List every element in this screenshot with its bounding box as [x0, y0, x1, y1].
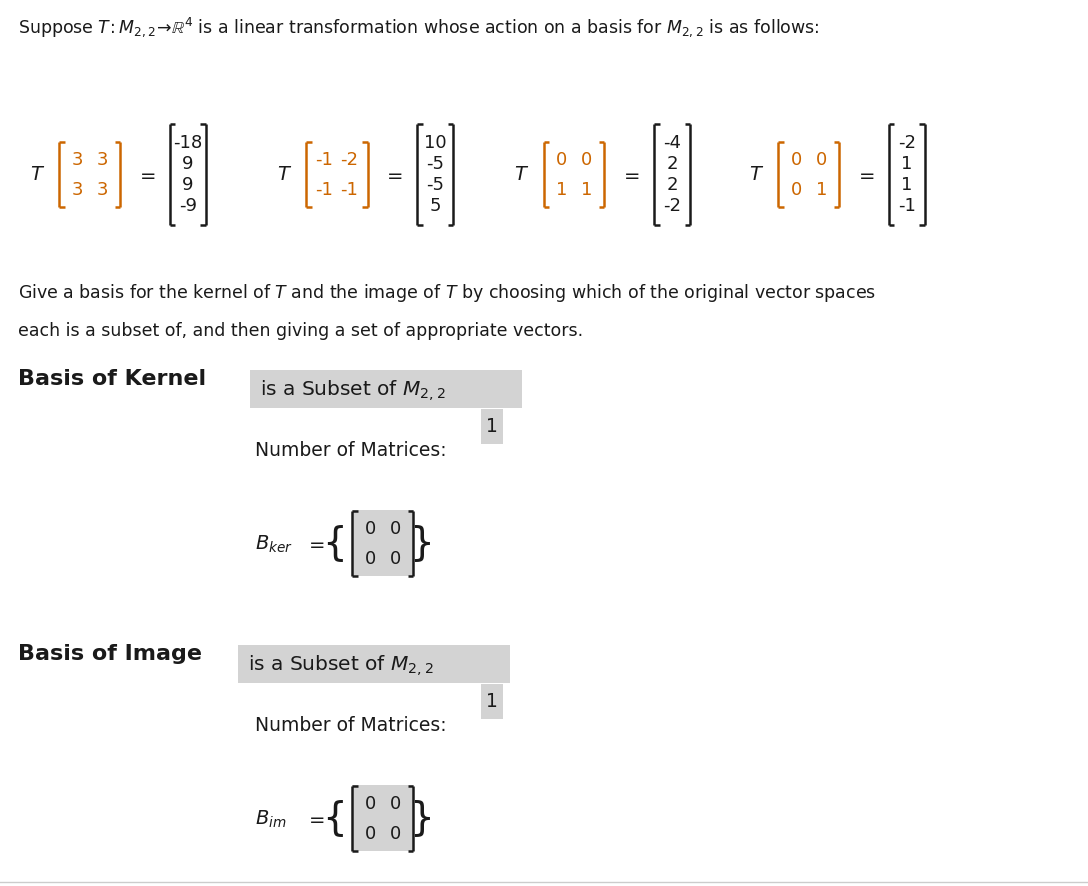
Text: 2: 2 — [666, 176, 678, 194]
Bar — [353, 510, 415, 577]
Text: 0: 0 — [364, 794, 376, 812]
Text: -1: -1 — [341, 181, 358, 198]
Text: 0: 0 — [364, 824, 376, 842]
Text: is a Subset of $M_{2,2}$: is a Subset of $M_{2,2}$ — [260, 378, 445, 403]
Text: -1: -1 — [316, 181, 333, 198]
Text: 1: 1 — [486, 692, 498, 711]
Text: $=$: $=$ — [855, 166, 875, 184]
Text: $=$: $=$ — [305, 534, 325, 553]
Text: Number of Matrices:: Number of Matrices: — [255, 440, 447, 460]
Text: -4: -4 — [663, 135, 681, 152]
Text: 1: 1 — [556, 181, 567, 198]
Text: $B_{im}$: $B_{im}$ — [255, 807, 286, 828]
Text: -5: -5 — [426, 176, 444, 194]
Text: $=$: $=$ — [620, 166, 640, 184]
Text: $\}$: $\}$ — [409, 797, 431, 838]
Text: 0: 0 — [791, 181, 802, 198]
Text: $=$: $=$ — [383, 166, 403, 184]
Text: -1: -1 — [898, 198, 916, 215]
Text: Basis of Image: Basis of Image — [18, 643, 202, 664]
Text: each is a subset of, and then giving a set of appropriate vectors.: each is a subset of, and then giving a s… — [18, 322, 583, 339]
Text: 5: 5 — [430, 198, 441, 215]
Text: 1: 1 — [581, 181, 592, 198]
Text: 10: 10 — [423, 135, 446, 152]
Text: $T$: $T$ — [515, 166, 530, 183]
Text: $B_{ker}$: $B_{ker}$ — [255, 532, 293, 554]
Text: 0: 0 — [390, 519, 401, 538]
Text: 9: 9 — [183, 155, 194, 174]
Text: is a Subset of $M_{2,2}$: is a Subset of $M_{2,2}$ — [248, 653, 433, 678]
Text: -9: -9 — [180, 198, 197, 215]
Text: $\{$: $\{$ — [322, 797, 344, 838]
Text: 0: 0 — [364, 519, 376, 538]
Text: $\{$: $\{$ — [322, 523, 344, 563]
Text: 0: 0 — [390, 794, 401, 812]
Text: Basis of Kernel: Basis of Kernel — [18, 369, 206, 389]
Text: 0: 0 — [390, 549, 401, 567]
Text: 1: 1 — [901, 176, 913, 194]
Text: 0: 0 — [816, 151, 827, 169]
Text: 3: 3 — [72, 151, 84, 169]
Text: 0: 0 — [581, 151, 592, 169]
Text: Give a basis for the kernel of $T$ and the image of $T$ by choosing which of the: Give a basis for the kernel of $T$ and t… — [18, 282, 876, 304]
Text: -2: -2 — [663, 198, 681, 215]
Text: Suppose $T\!: M_{2,2}\!\rightarrow\!\mathbb{R}^4$ is a linear transformation who: Suppose $T\!: M_{2,2}\!\rightarrow\!\mat… — [18, 15, 819, 39]
Bar — [250, 370, 522, 408]
Text: 3: 3 — [97, 151, 108, 169]
Text: 1: 1 — [816, 181, 827, 198]
Text: $=$: $=$ — [136, 166, 156, 184]
Text: Number of Matrices:: Number of Matrices: — [255, 715, 447, 734]
Text: $T$: $T$ — [277, 166, 293, 183]
Text: -2: -2 — [898, 135, 916, 152]
Bar — [238, 645, 510, 683]
Text: 1: 1 — [901, 155, 913, 174]
Text: 3: 3 — [72, 181, 84, 198]
Text: -2: -2 — [341, 151, 359, 169]
Bar — [481, 684, 503, 719]
Text: -1: -1 — [316, 151, 333, 169]
Text: 0: 0 — [364, 549, 376, 567]
Text: $T$: $T$ — [750, 166, 765, 183]
Text: $=$: $=$ — [305, 809, 325, 828]
Text: 2: 2 — [666, 155, 678, 174]
Text: 3: 3 — [97, 181, 108, 198]
Text: $\}$: $\}$ — [409, 523, 431, 563]
Text: 9: 9 — [183, 176, 194, 194]
Text: -18: -18 — [173, 135, 202, 152]
Text: 1: 1 — [486, 417, 498, 436]
Text: 0: 0 — [556, 151, 567, 169]
Text: 0: 0 — [791, 151, 802, 169]
Text: 0: 0 — [390, 824, 401, 842]
Text: -5: -5 — [426, 155, 444, 174]
Bar — [481, 409, 503, 445]
Bar — [353, 785, 415, 851]
Text: $T$: $T$ — [30, 166, 46, 183]
